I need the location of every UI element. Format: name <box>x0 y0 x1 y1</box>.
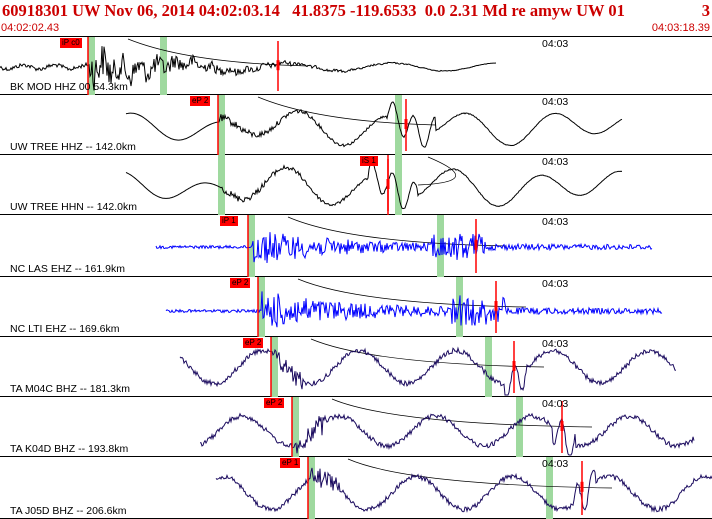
pick-flag[interactable]: eP 2 <box>243 338 264 348</box>
travel-time-curve <box>297 278 527 308</box>
pick-flag[interactable]: iP 1 <box>220 216 238 226</box>
waveform-line <box>155 232 653 264</box>
trace-waveform <box>165 277 663 337</box>
pick-flag[interactable]: eP 2 <box>190 96 211 106</box>
window-band <box>218 95 225 155</box>
tick-time-label: 04:03 <box>542 398 569 410</box>
window-band <box>456 277 463 337</box>
tick-time-label: 04:03 <box>542 278 569 290</box>
trace-panel[interactable]: eP 2 04:03 UW TREE HHZ -- 142.0km <box>0 95 712 155</box>
trace-waveform <box>155 215 653 277</box>
trace-panel[interactable]: eP 2 04:03 TA M04C BHZ -- 181.3km <box>0 337 712 397</box>
tick-time-label: 04:03 <box>542 458 569 470</box>
trace-panel[interactable]: eP 1 04:03 TA J05D BHZ -- 206.6km <box>0 457 712 519</box>
waveform-line <box>0 46 497 91</box>
window-band <box>546 457 553 519</box>
coda-marker <box>276 60 280 71</box>
coda-marker <box>512 361 516 371</box>
trace-label: TA J05D BHZ -- 206.6km <box>10 505 127 517</box>
header: 60918301 UW Nov 06, 2014 04:02:03.14 41.… <box>0 0 712 36</box>
travel-time-curve <box>310 338 545 368</box>
coda-marker <box>580 481 584 492</box>
trace-panel[interactable]: iS 1 04:03 UW TREE HHN -- 142.0km <box>0 155 712 215</box>
trace-label: TA K04D BHZ -- 193.8km <box>10 443 129 455</box>
trace-waveform <box>200 397 695 457</box>
coda-marker <box>386 179 390 189</box>
window-band <box>271 337 278 397</box>
waveform-line <box>125 162 623 210</box>
end-time: 04:03:18.39 <box>651 22 710 34</box>
window-band <box>308 457 315 519</box>
trace-label: NC LAS EHZ -- 161.9km <box>10 263 125 275</box>
trace-waveform <box>0 37 497 95</box>
travel-time-curve <box>127 38 309 67</box>
window-band <box>292 397 299 457</box>
window-band <box>395 95 402 155</box>
pick-flag[interactable]: eP 2 <box>230 278 251 288</box>
tick-time-label: 04:03 <box>542 156 569 168</box>
waveform-line <box>165 291 663 328</box>
waveform-line <box>215 467 712 513</box>
trace-label: NC LTI EHZ -- 169.6km <box>10 323 120 335</box>
trace-panel[interactable]: eP 2 04:03 NC LTI EHZ -- 169.6km <box>0 277 712 337</box>
trace-panel[interactable]: eP 2 04:03 TA K04D BHZ -- 193.8km <box>0 397 712 457</box>
travel-time-curve <box>257 96 437 126</box>
tick-time-label: 04:03 <box>542 96 569 108</box>
window-band <box>485 337 492 397</box>
pick-flag[interactable]: eP 1 <box>280 458 301 468</box>
seismogram-plot[interactable]: iP c0 04:03 BK MOD HHZ 00 54.3km eP 2 04:03 U… <box>0 36 712 519</box>
travel-time-curve <box>331 398 593 428</box>
waveform-line <box>125 101 623 148</box>
trace-label: UW TREE HHZ -- 142.0km <box>10 141 136 153</box>
coda-marker <box>560 421 564 431</box>
waveform-line <box>200 412 695 456</box>
trace-waveform <box>179 337 677 397</box>
pick-flag[interactable]: iP c0 <box>60 38 82 48</box>
coda-marker <box>404 119 408 129</box>
start-time: 04:02:02.43 <box>1 22 60 34</box>
trace-waveform <box>215 457 712 519</box>
trace-label: TA M04C BHZ -- 181.3km <box>10 383 131 395</box>
event-title: 60918301 UW Nov 06, 2014 04:02:03.14 41.… <box>2 1 625 20</box>
window-band <box>218 155 225 215</box>
window-band <box>516 397 523 457</box>
coda-marker <box>494 301 498 311</box>
pick-flag[interactable]: eP 2 <box>264 398 285 408</box>
tick-time-label: 04:03 <box>542 38 569 50</box>
coda-marker <box>474 239 478 250</box>
page-number: 3 <box>701 1 710 20</box>
tick-time-label: 04:03 <box>542 338 569 350</box>
waveform-line <box>179 346 677 396</box>
window-band <box>395 155 402 215</box>
trace-label: UW TREE HHN -- 142.0km <box>10 201 137 213</box>
trace-waveform <box>125 95 623 155</box>
travel-time-curve <box>417 156 456 186</box>
travel-time-curve <box>347 458 613 489</box>
trace-panel[interactable]: iP 1 04:03 NC LAS EHZ -- 161.9km <box>0 215 712 277</box>
tick-time-label: 04:03 <box>542 216 569 228</box>
trace-panel[interactable]: iP c0 04:03 BK MOD HHZ 00 54.3km <box>0 37 712 95</box>
trace-label: BK MOD HHZ 00 54.3km <box>10 81 128 93</box>
pick-flag[interactable]: iS 1 <box>360 156 378 166</box>
